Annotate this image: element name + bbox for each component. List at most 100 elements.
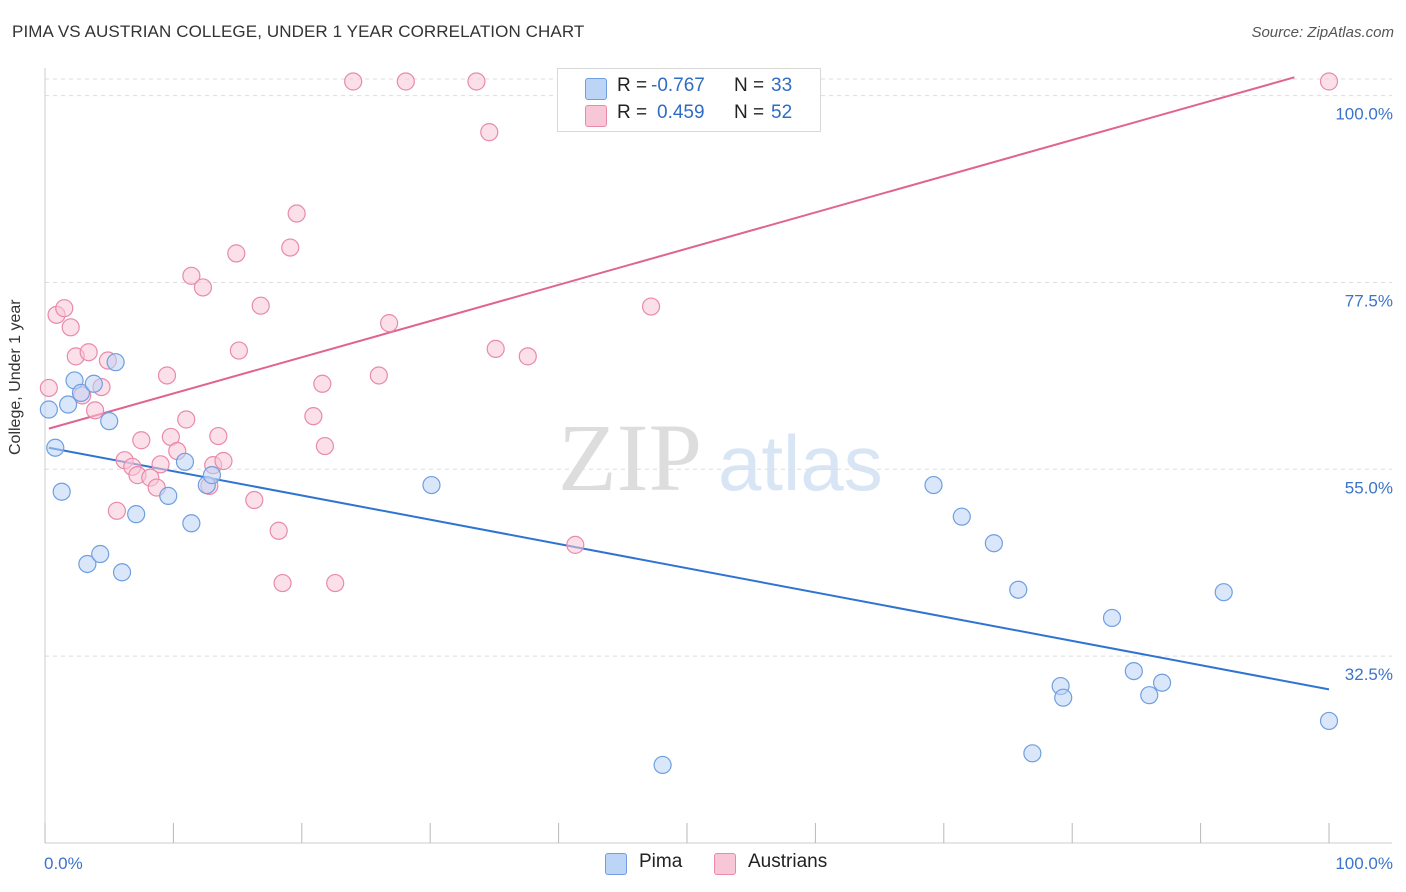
- y-tick-label: 77.5%: [1345, 291, 1393, 310]
- pima-point: [1152, 673, 1172, 692]
- pima-point: [984, 534, 1003, 553]
- pima-point: [175, 452, 195, 471]
- chart-title: PIMA VS AUSTRIAN COLLEGE, UNDER 1 YEAR C…: [12, 22, 585, 41]
- pima-point: [1124, 661, 1143, 681]
- legend-n-label: N =: [734, 102, 765, 123]
- austrians-swatch-icon: [585, 105, 607, 127]
- pima-point: [159, 486, 178, 505]
- bottom-legend-pima-label: Pima: [639, 851, 683, 872]
- pima-point: [924, 475, 943, 495]
- austrians-point: [396, 72, 415, 91]
- data-points: [39, 72, 1339, 775]
- austrians-point: [486, 339, 505, 358]
- pima-point: [84, 374, 103, 393]
- pima-legend-icon: [605, 853, 627, 875]
- pima-point: [1214, 583, 1233, 602]
- austrians-point: [132, 431, 151, 450]
- austrians-point: [79, 343, 98, 362]
- pima-point: [653, 755, 672, 775]
- trend-lines: [48, 76, 1330, 691]
- austrians-point: [107, 501, 127, 520]
- pima-point: [1319, 711, 1339, 731]
- pima-point: [106, 353, 125, 372]
- chart-source: Source: ZipAtlas.com: [1251, 24, 1394, 41]
- austrians-point: [369, 366, 388, 385]
- austrians-point: [641, 297, 661, 316]
- legend-row-pima: R = -0.767 N = 33: [558, 75, 820, 101]
- austrians-point: [227, 244, 246, 263]
- pima-point: [182, 514, 201, 533]
- pima-point: [46, 438, 65, 457]
- austrians-trend-line: [48, 76, 1295, 430]
- pima-point: [1102, 608, 1122, 628]
- y-tick-label: 100.0%: [1335, 105, 1393, 124]
- pima-trend-line: [48, 446, 1330, 691]
- watermark-atlas: atlas: [718, 419, 883, 507]
- axes: [44, 68, 1392, 844]
- austrians-point: [55, 299, 74, 318]
- austrians-point: [182, 266, 201, 285]
- pima-swatch-icon: [585, 78, 607, 100]
- legend-r-value: -0.767: [651, 75, 705, 96]
- austrians-point: [193, 278, 213, 297]
- austrians-point: [39, 378, 58, 398]
- austrians-point: [380, 314, 399, 333]
- pima-point: [422, 475, 441, 495]
- legend-n-value: 52: [771, 102, 793, 123]
- austrians-point: [85, 401, 105, 420]
- austrians-point: [214, 451, 233, 471]
- austrians-point: [281, 238, 300, 257]
- pima-point: [1140, 686, 1159, 705]
- pima-point: [112, 563, 132, 582]
- austrians-point: [209, 426, 228, 446]
- austrians-point: [177, 410, 196, 429]
- pima-point: [52, 482, 71, 501]
- austrians-point: [251, 296, 270, 315]
- pima-point: [78, 554, 97, 574]
- pima-point: [1054, 688, 1073, 707]
- watermark-zip: ZIP: [558, 404, 702, 511]
- austrians-point: [326, 573, 345, 593]
- pima-point: [202, 466, 222, 485]
- x-tick-label-max: 100.0%: [1335, 854, 1393, 873]
- austrians-point: [467, 72, 486, 91]
- austrians-point: [315, 436, 335, 456]
- austrians-point: [480, 123, 499, 142]
- legend-row-austrians: R = 0.459 N = 52: [558, 102, 820, 128]
- pima-point: [39, 400, 58, 419]
- y-tick-label: 32.5%: [1345, 665, 1393, 684]
- pima-point: [1009, 580, 1028, 599]
- austrians-point: [61, 318, 80, 337]
- pima-point: [59, 395, 78, 414]
- austrians-point: [518, 347, 537, 366]
- legend-n-label: N =: [734, 75, 765, 96]
- pima-point: [127, 505, 146, 524]
- austrians-point: [566, 535, 585, 554]
- pima-point: [1023, 744, 1042, 763]
- austrians-legend-icon: [714, 853, 736, 875]
- austrians-point: [1319, 72, 1339, 91]
- stats-legend: R = -0.767 N = 33 R = 0.459 N = 52: [557, 68, 821, 132]
- legend-n-value: 33: [771, 75, 793, 96]
- austrians-point: [304, 407, 323, 426]
- pima-point: [71, 383, 91, 403]
- pima-point: [952, 507, 971, 526]
- pima-point: [91, 544, 110, 564]
- austrians-point: [157, 366, 177, 385]
- bottom-legend-austrians-label: Austrians: [748, 851, 828, 872]
- austrians-point: [245, 490, 264, 510]
- austrians-point: [313, 374, 332, 393]
- pima-point: [100, 412, 119, 431]
- tick-labels: 32.5% 55.0% 77.5% 100.0% 0.0% 100.0%: [44, 105, 1393, 873]
- austrians-point: [229, 341, 248, 360]
- y-tick-label: 55.0%: [1345, 478, 1393, 497]
- legend-r-value: 0.459: [657, 102, 705, 123]
- austrians-point: [287, 204, 306, 223]
- austrians-point: [269, 521, 288, 540]
- legend-r-label: R =: [617, 75, 648, 96]
- x-tick-label-min: 0.0%: [44, 854, 83, 873]
- austrians-point: [344, 72, 363, 91]
- austrians-point: [273, 573, 292, 593]
- grid: [45, 78, 1392, 657]
